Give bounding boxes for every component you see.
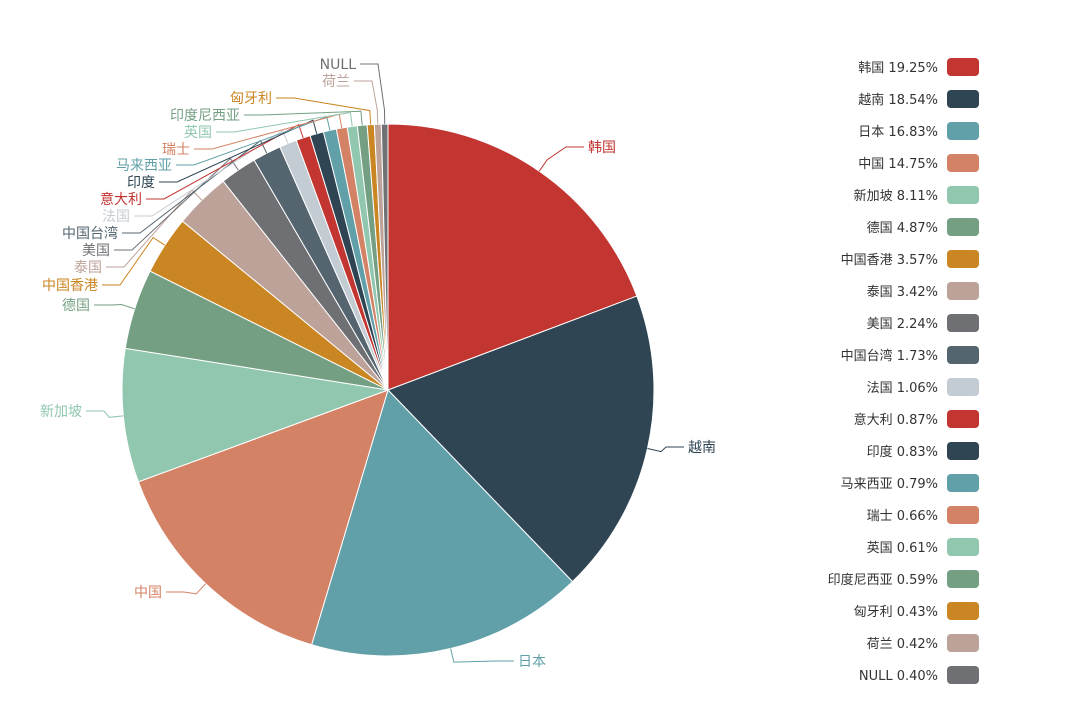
pie-slice-label: 韩国 <box>588 140 616 156</box>
pie-slice-label: 匈牙利 <box>230 91 272 107</box>
legend-swatch[interactable] <box>947 314 979 332</box>
pie-slice[interactable] <box>380 123 389 391</box>
legend-entry-label: 马来西亚 0.79% <box>841 477 938 492</box>
pie-leader-line <box>647 446 684 453</box>
pie-slice-label: 德国 <box>62 298 90 314</box>
legend-entry-label: 越南 18.54% <box>858 92 938 108</box>
pie-leader-line <box>276 97 372 125</box>
legend-entry-label: 荷兰 0.42% <box>867 637 938 652</box>
legend-swatch[interactable] <box>947 154 979 172</box>
pie-leader-line <box>450 648 514 663</box>
pie-leader-line <box>166 583 207 595</box>
legend-entry-label: 中国 14.75% <box>858 157 938 172</box>
pie-leader-line <box>102 236 166 286</box>
pie-slice-label: 新加坡 <box>40 404 82 420</box>
pie-slice-label: 意大利 <box>100 191 142 208</box>
pie-slice-label: 中国台湾 <box>62 225 118 242</box>
legend-swatch[interactable] <box>947 122 979 140</box>
legend-entry-label: 美国 2.24% <box>867 317 938 332</box>
pie-slice-label: 中国香港 <box>42 278 98 294</box>
pie-slices <box>121 123 655 657</box>
legend-entry-label: NULL 0.40% <box>859 669 938 684</box>
pie-slice-label: 日本 <box>518 654 546 670</box>
pie-slice[interactable] <box>387 123 638 391</box>
legend-swatch[interactable] <box>947 410 979 428</box>
pie-leader-line <box>86 410 124 418</box>
legend-swatch[interactable] <box>947 570 979 588</box>
legend-entry-label: 瑞士 0.66% <box>867 509 938 524</box>
pie-slice-label: 马来西亚 <box>116 158 172 174</box>
pie-leader-line <box>146 123 304 200</box>
pie-slice[interactable] <box>310 389 574 657</box>
pie-slice-label: 法国 <box>102 209 130 225</box>
legend-swatch[interactable] <box>947 538 979 556</box>
legend-swatch[interactable] <box>947 58 979 76</box>
pie-leader-lines <box>86 63 684 663</box>
legend: 韩国 19.25% 越南 18.54% 日本 16.83% 中国 14.75% 新加坡 … <box>828 58 979 684</box>
pie-leader-line <box>360 63 386 125</box>
pie-slice[interactable] <box>137 389 389 646</box>
legend-entry-label: 法国 1.06% <box>867 381 938 396</box>
pie-leader-line <box>194 113 343 150</box>
pie-leader-line <box>244 110 363 126</box>
pie-slice-label: 中国 <box>134 585 162 601</box>
pie-slice-label: 印度尼西亚 <box>170 108 240 124</box>
pie-slice-label: 印度 <box>127 175 155 191</box>
pie-leader-line <box>354 80 379 125</box>
legend-entry-label: 意大利 0.87% <box>854 412 938 428</box>
pie-slice-label: 荷兰 <box>322 74 350 90</box>
legend-swatch[interactable] <box>947 250 979 268</box>
legend-entry-label: 匈牙利 0.43% <box>854 605 938 620</box>
legend-swatch[interactable] <box>947 602 979 620</box>
pie-leader-line <box>159 119 318 183</box>
legend-swatch[interactable] <box>947 442 979 460</box>
legend-swatch[interactable] <box>947 378 979 396</box>
legend-entry-label: 英国 0.61% <box>867 541 938 556</box>
legend-entry-label: 德国 4.87% <box>867 221 938 236</box>
legend-entry-label: 泰国 3.42% <box>867 285 938 300</box>
legend-swatch[interactable] <box>947 218 979 236</box>
pie-slice-label: 瑞士 <box>162 142 190 158</box>
pie-slice[interactable] <box>387 295 655 583</box>
pie-slice-label: NULL <box>320 57 357 73</box>
legend-entry-label: 日本 16.83% <box>858 125 938 140</box>
pie-leader-line <box>538 146 584 172</box>
legend-swatch[interactable] <box>947 474 979 492</box>
pie-leader-line <box>216 111 353 133</box>
pie-leader-line <box>114 157 239 251</box>
legend-entry-label: 韩国 19.25% <box>858 61 938 76</box>
legend-swatch[interactable] <box>947 186 979 204</box>
pie-leader-line <box>134 129 289 217</box>
pie-slice-label: 越南 <box>688 440 716 456</box>
pie-slice-label: 泰国 <box>74 260 102 276</box>
pie-leader-line <box>106 189 203 268</box>
legend-swatch[interactable] <box>947 634 979 652</box>
legend-swatch[interactable] <box>947 506 979 524</box>
pie-slice-label: 英国 <box>184 124 212 141</box>
legend-entry-label: 新加坡 8.11% <box>854 188 938 204</box>
pie-leader-line <box>122 139 268 234</box>
pie-leader-line <box>94 303 135 310</box>
pie-leader-line <box>176 116 331 166</box>
legend-swatch[interactable] <box>947 282 979 300</box>
legend-entry-label: 印度 0.83% <box>867 444 938 460</box>
legend-swatch[interactable] <box>947 666 979 684</box>
legend-swatch[interactable] <box>947 90 979 108</box>
pie-slice-label: 美国 <box>82 243 110 259</box>
legend-entry-label: 中国香港 3.57% <box>841 253 938 268</box>
legend-entry-label: 印度尼西亚 0.59% <box>828 572 938 588</box>
legend-entry-label: 中国台湾 1.73% <box>841 348 938 364</box>
legend-swatch[interactable] <box>947 346 979 364</box>
